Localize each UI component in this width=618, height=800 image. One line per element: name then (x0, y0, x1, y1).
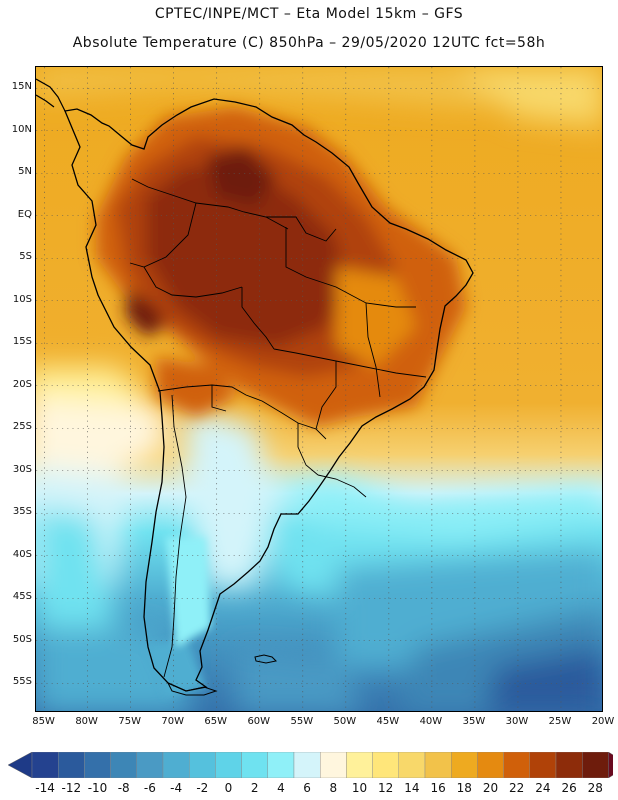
longitude-label: 40W (419, 716, 443, 727)
latitude-label: EQ (17, 208, 32, 220)
colorbar-swatch (346, 752, 373, 778)
temperature-map (35, 66, 603, 712)
colorbar-label: -14 (35, 781, 55, 795)
colorbar-swatch (31, 752, 59, 778)
colorbar-swatch (241, 752, 269, 778)
colorbar-label: 4 (277, 781, 285, 795)
longitude-label: 75W (118, 716, 141, 727)
colorbar-label: 16 (430, 781, 446, 795)
latitude-label: 45S (12, 591, 32, 603)
longitude-label: 65W (204, 716, 228, 727)
colorbar-swatch (477, 752, 504, 778)
latitude-label: 55S (12, 676, 32, 688)
colorbar-label: -12 (61, 781, 82, 795)
latitude-label: 25S (12, 421, 32, 433)
warm-core-shading (96, 107, 466, 427)
colorbar-swatch (136, 752, 164, 778)
longitude-label: 55W (290, 716, 314, 727)
longitude-label: 70W (161, 716, 184, 727)
colorbar-label: 12 (378, 781, 394, 795)
colorbar-label: 2 (250, 781, 259, 795)
colorbar-swatch (529, 752, 557, 778)
colorbar-label: -8 (117, 781, 130, 795)
colorbar-label: 10 (351, 781, 368, 795)
colorbar-label: 28 (587, 781, 603, 795)
colorbar-label: 8 (329, 781, 338, 795)
map-subtitle: Absolute Temperature (C) 850hPa – 29/05/… (72, 35, 546, 51)
colorbar-label: 0 (224, 781, 233, 795)
colorbar-swatch (398, 752, 426, 778)
colorbar-label: -10 (87, 781, 108, 795)
longitude-label: 80W (75, 716, 98, 727)
colorbar-swatch (320, 752, 347, 778)
falkland-islands (254, 654, 278, 664)
colorbar-swatch (215, 752, 242, 778)
colorbar-swatch (503, 752, 531, 778)
colorbar-swatch (110, 752, 137, 778)
longitude-label: 25W (548, 716, 572, 727)
longitude-label: 20W (591, 716, 615, 727)
longitude-label: 30W (505, 716, 529, 727)
colorbar-swatch (582, 752, 609, 778)
colorbar-swatch (451, 752, 478, 778)
colorbar-swatch (424, 752, 452, 778)
temperature-colorbar (8, 752, 613, 778)
colorbar-swatch (267, 752, 295, 778)
tierra-del-fuego (166, 681, 218, 696)
colorbar-label: -2 (196, 781, 209, 795)
andes-border (163, 394, 187, 678)
latitude-label: 35S (12, 506, 32, 518)
colorbar-label: -6 (143, 781, 156, 795)
latitude-label: 15S (12, 336, 32, 348)
latitude-label: 15N (11, 81, 32, 93)
latitude-label: 5N (18, 166, 32, 178)
longitude-label: 85W (32, 716, 55, 727)
colorbar-swatch (188, 752, 216, 778)
longitude-label: 35W (462, 716, 486, 727)
colorbar-label: 14 (404, 781, 420, 795)
colorbar-label: 22 (509, 781, 525, 795)
latitude-label: 10S (12, 293, 32, 305)
colorbar-label: -4 (170, 781, 183, 795)
country-borders (129, 178, 427, 498)
longitude-label: 45W (376, 716, 400, 727)
colorbar-over-arrow (608, 752, 613, 778)
colorbar-under-arrow (8, 752, 33, 778)
longitude-label: 60W (247, 716, 271, 727)
colorbar-label: 26 (561, 781, 577, 795)
latitude-label: 50S (12, 633, 32, 645)
latitude-label: 20S (12, 378, 32, 390)
colorbar-label: 6 (303, 781, 311, 795)
central-america-coastline (36, 78, 66, 112)
latitude-label: 5S (19, 251, 32, 263)
temperature-shading (36, 67, 602, 711)
colorbar-label: 24 (535, 781, 551, 795)
colorbar-label: 20 (482, 781, 499, 795)
colorbar-swatch (555, 752, 583, 778)
map-canvas (36, 67, 602, 711)
colorbar-swatch (84, 752, 111, 778)
colorbar-swatch (58, 752, 85, 778)
lat-lon-grid (36, 67, 602, 711)
latitude-label: 10N (11, 123, 32, 135)
latitude-label: 40S (12, 548, 32, 560)
colorbar-swatch (293, 752, 321, 778)
colorbar-label: 18 (456, 781, 472, 795)
colorbar-swatch (372, 752, 400, 778)
longitude-label: 50W (333, 716, 357, 727)
colorbar-swatch (162, 752, 190, 778)
latitude-label: 30S (12, 463, 32, 475)
map-title: CPTEC/INPE/MCT – Eta Model 15km – GFS (154, 6, 464, 22)
south-america-coastline (64, 98, 474, 692)
